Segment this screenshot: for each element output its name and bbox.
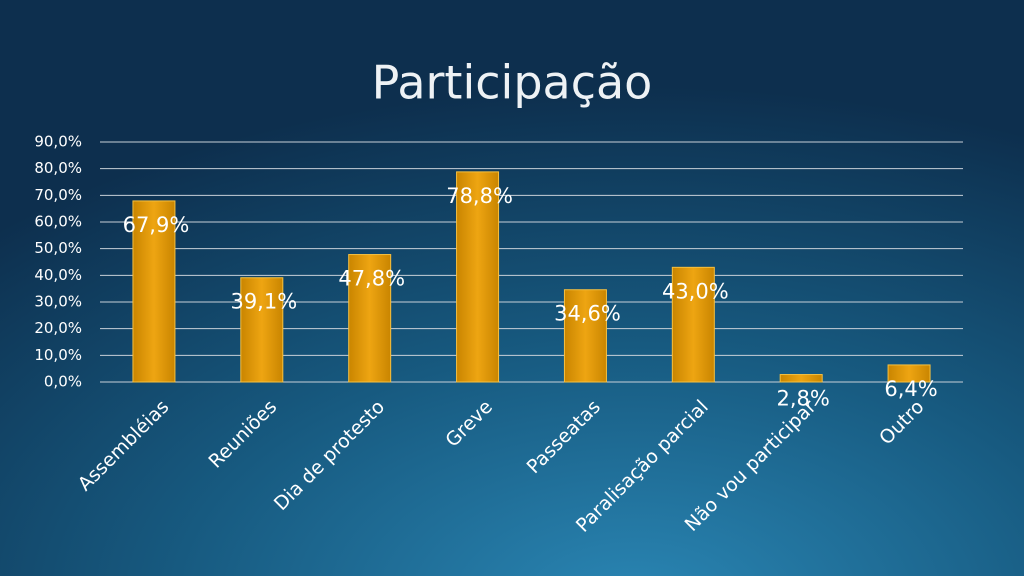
bar bbox=[671, 266, 715, 383]
y-tick-label: 0,0% bbox=[44, 373, 82, 391]
y-tick-label: 70,0% bbox=[34, 186, 82, 204]
value-label: 43,0% bbox=[662, 279, 729, 303]
y-tick-label: 90,0% bbox=[34, 133, 82, 151]
value-label: 39,1% bbox=[230, 290, 297, 314]
y-tick-label: 40,0% bbox=[34, 266, 82, 284]
y-tick-label: 30,0% bbox=[34, 293, 82, 311]
value-label: 6,4% bbox=[884, 377, 937, 401]
value-label: 47,8% bbox=[338, 267, 405, 291]
bar bbox=[348, 254, 392, 383]
value-label: 78,8% bbox=[446, 184, 513, 208]
chart-title: Participação bbox=[372, 56, 653, 110]
bar bbox=[887, 364, 931, 383]
bar bbox=[240, 277, 284, 383]
bar bbox=[132, 200, 176, 383]
value-label: 34,6% bbox=[554, 302, 621, 326]
bar bbox=[779, 374, 823, 383]
y-tick-label: 10,0% bbox=[34, 346, 82, 364]
y-tick-label: 50,0% bbox=[34, 239, 82, 257]
bar bbox=[563, 289, 607, 383]
bar bbox=[456, 171, 500, 383]
y-tick-label: 60,0% bbox=[34, 213, 82, 231]
y-tick-label: 20,0% bbox=[34, 319, 82, 337]
y-tick-label: 80,0% bbox=[34, 159, 82, 177]
value-label: 2,8% bbox=[777, 387, 830, 411]
value-label: 67,9% bbox=[123, 213, 190, 237]
